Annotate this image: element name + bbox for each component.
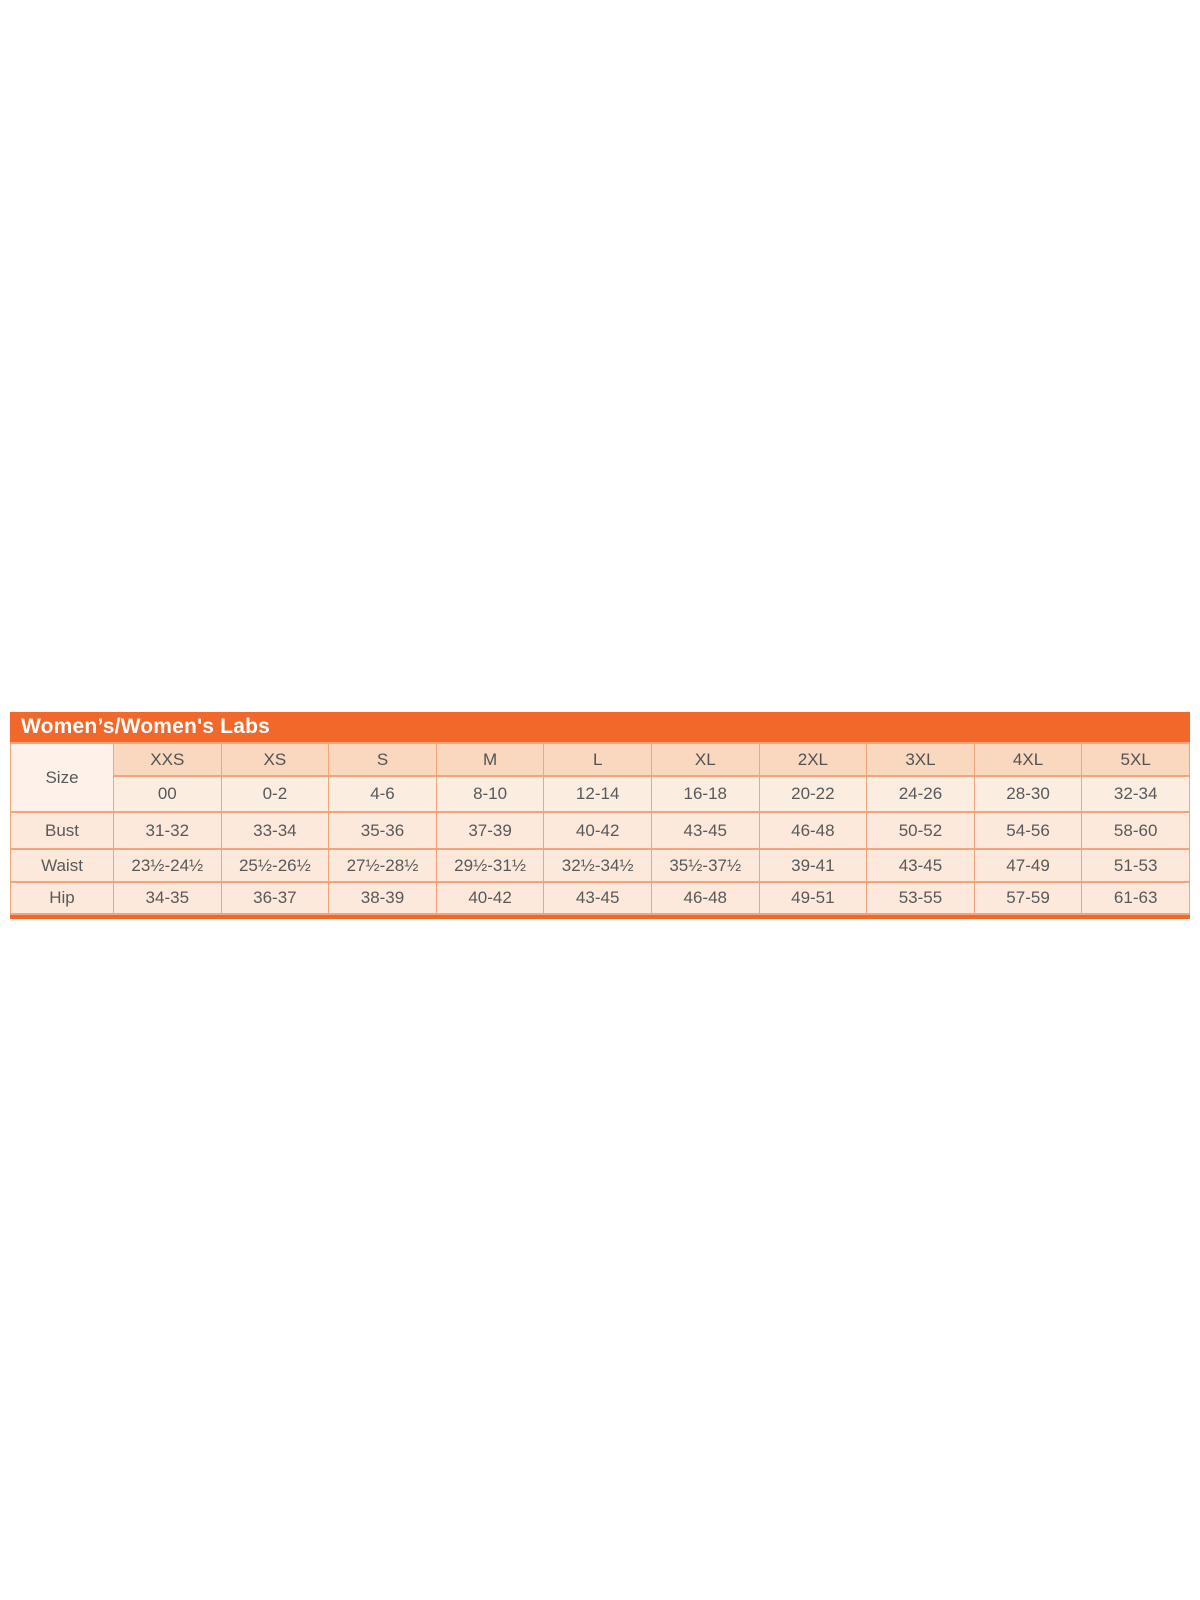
measurement-cell: 57-59 <box>973 881 1083 915</box>
measurement-row-waist: Waist 23½-24½ 25½-26½ 27½-28½ 29½-31½ 32… <box>10 848 1190 883</box>
size-chart: Women’s/Women's Labs Size XXS XS S M L X… <box>10 712 1190 919</box>
measurement-cell: 43-45 <box>543 881 652 915</box>
numeric-size-cell: 0-2 <box>220 775 330 813</box>
measurement-cell: 34-35 <box>113 881 222 915</box>
size-header-cell: L <box>543 742 652 777</box>
size-chart-title: Women’s/Women's Labs <box>21 715 270 738</box>
measurement-cell: 40-42 <box>543 811 652 850</box>
numeric-size-cell: 20-22 <box>758 775 868 813</box>
measurement-cell: 43-45 <box>866 848 975 883</box>
size-header-cell: XS <box>220 742 330 777</box>
size-chart-title-bar: Women’s/Women's Labs <box>10 712 1190 742</box>
measurement-cell: 43-45 <box>650 811 760 850</box>
size-header-cell: XL <box>650 742 760 777</box>
numeric-size-cell: 24-26 <box>866 775 975 813</box>
measurement-cell: 46-48 <box>758 811 868 850</box>
measurement-cell: 53-55 <box>866 881 975 915</box>
numeric-size-cell: 32-34 <box>1081 775 1190 813</box>
measurement-cell: 39-41 <box>758 848 868 883</box>
measurement-cell: 61-63 <box>1081 881 1190 915</box>
measurement-cell: 25½-26½ <box>220 848 330 883</box>
size-header-cell: 5XL <box>1081 742 1190 777</box>
numeric-size-cell: 4-6 <box>328 775 437 813</box>
size-column-header: Size <box>10 742 114 813</box>
measurement-cell: 33-34 <box>220 811 330 850</box>
measurement-cell: 29½-31½ <box>435 848 545 883</box>
size-header-cell: 3XL <box>866 742 975 777</box>
measurement-cell: 46-48 <box>650 881 760 915</box>
size-header-cell: S <box>328 742 437 777</box>
measurement-cell: 35-36 <box>328 811 437 850</box>
numeric-size-cell: 00 <box>113 775 222 813</box>
measurement-cell: 51-53 <box>1081 848 1190 883</box>
size-header-cell: 2XL <box>758 742 868 777</box>
numeric-size-cell: 8-10 <box>435 775 545 813</box>
size-header-cell: M <box>435 742 545 777</box>
numeric-size-cell: 16-18 <box>650 775 760 813</box>
size-header-cell: XXS <box>113 742 222 777</box>
size-table: Size XXS XS S M L XL 2XL 3XL 4XL 5XL 00 … <box>10 742 1190 915</box>
measurement-cell: 35½-37½ <box>650 848 760 883</box>
size-header-row: Size XXS XS S M L XL 2XL 3XL 4XL 5XL <box>10 742 1190 813</box>
measurement-row-hip: Hip 34-35 36-37 38-39 40-42 43-45 46-48 … <box>10 881 1190 915</box>
measurement-cell: 50-52 <box>866 811 975 850</box>
measurement-cell: 23½-24½ <box>113 848 222 883</box>
measurement-cell: 36-37 <box>220 881 330 915</box>
numeric-size-cell: 12-14 <box>543 775 652 813</box>
measurement-cell: 38-39 <box>328 881 437 915</box>
measurement-cell: 31-32 <box>113 811 222 850</box>
numeric-size-row: 00 0-2 4-6 8-10 12-14 16-18 20-22 24-26 … <box>11 775 1190 813</box>
size-header-cell: 4XL <box>973 742 1083 777</box>
measurement-cell: 27½-28½ <box>328 848 437 883</box>
measurement-row-bust: Bust 31-32 33-34 35-36 37-39 40-42 43-45… <box>10 811 1190 850</box>
measurement-cell: 32½-34½ <box>543 848 652 883</box>
numeric-size-cell: 28-30 <box>973 775 1083 813</box>
measurement-cell: 54-56 <box>973 811 1083 850</box>
measurement-cell: 40-42 <box>435 881 545 915</box>
measurement-cell: 37-39 <box>435 811 545 850</box>
row-label-bust: Bust <box>10 811 114 850</box>
measurement-cell: 47-49 <box>973 848 1083 883</box>
measurement-cell: 58-60 <box>1081 811 1190 850</box>
row-label-hip: Hip <box>10 881 114 915</box>
row-label-waist: Waist <box>10 848 114 883</box>
measurement-cell: 49-51 <box>758 881 868 915</box>
size-chart-bottom-bar <box>10 915 1190 919</box>
